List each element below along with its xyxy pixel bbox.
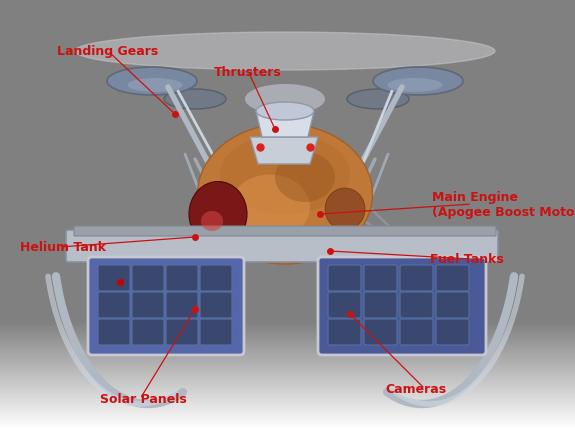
FancyBboxPatch shape	[328, 292, 361, 318]
Ellipse shape	[275, 153, 335, 203]
Ellipse shape	[128, 79, 182, 93]
FancyBboxPatch shape	[200, 265, 232, 291]
FancyBboxPatch shape	[166, 292, 198, 318]
Ellipse shape	[256, 103, 314, 121]
FancyBboxPatch shape	[66, 230, 498, 262]
Text: Fuel Tanks: Fuel Tanks	[430, 253, 504, 266]
FancyBboxPatch shape	[98, 319, 130, 345]
Ellipse shape	[107, 68, 197, 96]
Text: Landing Gears: Landing Gears	[58, 46, 159, 58]
FancyBboxPatch shape	[328, 265, 361, 291]
Ellipse shape	[189, 182, 247, 247]
FancyBboxPatch shape	[400, 292, 433, 318]
Ellipse shape	[220, 135, 350, 215]
Ellipse shape	[388, 79, 443, 93]
FancyBboxPatch shape	[318, 258, 486, 355]
Text: Thrusters: Thrusters	[214, 65, 282, 78]
Text: Main Engine
(Apogee Boost Motor): Main Engine (Apogee Boost Motor)	[432, 190, 575, 218]
FancyBboxPatch shape	[200, 292, 232, 318]
FancyBboxPatch shape	[400, 265, 433, 291]
Ellipse shape	[75, 33, 495, 71]
Ellipse shape	[373, 68, 463, 96]
Ellipse shape	[325, 189, 365, 230]
FancyBboxPatch shape	[166, 319, 198, 345]
FancyBboxPatch shape	[88, 258, 244, 355]
Ellipse shape	[230, 175, 310, 240]
FancyBboxPatch shape	[200, 319, 232, 345]
FancyBboxPatch shape	[132, 319, 164, 345]
Ellipse shape	[197, 125, 373, 264]
Ellipse shape	[201, 212, 223, 231]
FancyBboxPatch shape	[98, 292, 130, 318]
FancyBboxPatch shape	[74, 227, 496, 237]
FancyBboxPatch shape	[364, 265, 397, 291]
Ellipse shape	[245, 85, 325, 115]
Text: Solar Panels: Solar Panels	[100, 393, 187, 405]
FancyBboxPatch shape	[400, 319, 433, 345]
FancyBboxPatch shape	[132, 265, 164, 291]
FancyBboxPatch shape	[98, 265, 130, 291]
Ellipse shape	[347, 90, 409, 110]
FancyBboxPatch shape	[436, 265, 469, 291]
Text: Helium Tank: Helium Tank	[20, 241, 106, 254]
Text: Cameras: Cameras	[385, 383, 446, 396]
FancyBboxPatch shape	[328, 319, 361, 345]
Ellipse shape	[164, 90, 226, 110]
FancyBboxPatch shape	[436, 319, 469, 345]
FancyBboxPatch shape	[132, 292, 164, 318]
Polygon shape	[256, 112, 314, 138]
FancyBboxPatch shape	[436, 292, 469, 318]
FancyBboxPatch shape	[364, 292, 397, 318]
Polygon shape	[250, 138, 318, 165]
FancyBboxPatch shape	[364, 319, 397, 345]
FancyBboxPatch shape	[166, 265, 198, 291]
